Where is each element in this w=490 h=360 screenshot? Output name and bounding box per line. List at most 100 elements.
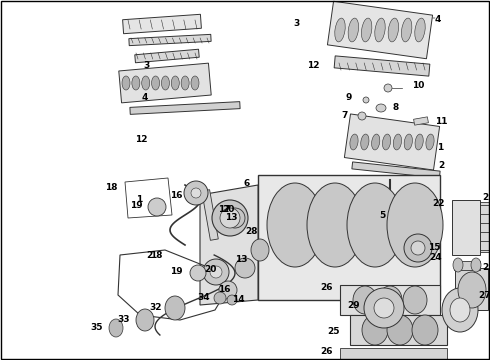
Text: 32: 32 xyxy=(149,303,162,312)
Polygon shape xyxy=(414,117,428,125)
Ellipse shape xyxy=(142,76,150,90)
Ellipse shape xyxy=(387,315,413,345)
Ellipse shape xyxy=(388,18,398,42)
Ellipse shape xyxy=(375,18,385,42)
Ellipse shape xyxy=(203,259,229,285)
Ellipse shape xyxy=(411,241,425,255)
Text: 16: 16 xyxy=(171,190,183,199)
Polygon shape xyxy=(350,315,447,345)
Text: 24: 24 xyxy=(429,253,442,262)
Text: 25: 25 xyxy=(327,328,340,337)
Ellipse shape xyxy=(393,134,401,150)
Ellipse shape xyxy=(364,288,404,328)
Text: 22: 22 xyxy=(433,199,445,208)
Text: 1: 1 xyxy=(136,195,142,204)
Ellipse shape xyxy=(412,315,438,345)
Polygon shape xyxy=(130,102,240,114)
Text: 19: 19 xyxy=(171,267,183,276)
Text: 13: 13 xyxy=(235,256,247,265)
Text: 29: 29 xyxy=(347,301,360,310)
Ellipse shape xyxy=(347,183,403,267)
Ellipse shape xyxy=(225,208,245,228)
Ellipse shape xyxy=(220,208,240,228)
Ellipse shape xyxy=(376,104,386,112)
Text: 35: 35 xyxy=(91,324,103,333)
Ellipse shape xyxy=(184,181,208,205)
Ellipse shape xyxy=(350,134,358,150)
Text: 17: 17 xyxy=(218,206,231,215)
Ellipse shape xyxy=(210,266,222,278)
Ellipse shape xyxy=(404,234,432,262)
Ellipse shape xyxy=(181,76,189,90)
Polygon shape xyxy=(122,14,201,34)
Ellipse shape xyxy=(353,286,377,314)
Ellipse shape xyxy=(378,286,402,314)
Text: 2: 2 xyxy=(438,161,444,170)
Text: 20: 20 xyxy=(204,266,217,274)
Text: 1: 1 xyxy=(437,144,443,153)
Ellipse shape xyxy=(214,292,226,304)
Ellipse shape xyxy=(227,295,237,305)
Text: 18: 18 xyxy=(150,251,163,260)
Text: 20: 20 xyxy=(222,206,234,215)
Text: 34: 34 xyxy=(197,293,210,302)
Text: 9: 9 xyxy=(345,94,352,103)
Text: 14: 14 xyxy=(232,296,245,305)
Ellipse shape xyxy=(384,84,392,92)
Ellipse shape xyxy=(348,18,359,42)
Polygon shape xyxy=(334,56,430,76)
Text: 10: 10 xyxy=(412,81,424,90)
Ellipse shape xyxy=(374,298,394,318)
Ellipse shape xyxy=(415,18,425,42)
Ellipse shape xyxy=(136,309,154,331)
Polygon shape xyxy=(480,202,490,252)
Ellipse shape xyxy=(362,18,372,42)
Ellipse shape xyxy=(358,112,366,120)
Polygon shape xyxy=(327,1,433,59)
Text: 6: 6 xyxy=(244,179,250,188)
Ellipse shape xyxy=(383,134,391,150)
Text: 18: 18 xyxy=(105,184,118,193)
Ellipse shape xyxy=(148,198,166,216)
Ellipse shape xyxy=(403,286,427,314)
Text: 4: 4 xyxy=(142,94,148,103)
Text: 8: 8 xyxy=(392,104,398,112)
Text: 4: 4 xyxy=(435,15,441,24)
Ellipse shape xyxy=(335,18,345,42)
Polygon shape xyxy=(200,185,258,305)
Polygon shape xyxy=(454,261,480,270)
Ellipse shape xyxy=(212,200,248,236)
Polygon shape xyxy=(202,190,218,240)
Polygon shape xyxy=(352,162,440,178)
Text: 15: 15 xyxy=(428,243,441,252)
Ellipse shape xyxy=(251,239,269,261)
Ellipse shape xyxy=(235,258,255,278)
Ellipse shape xyxy=(151,76,160,90)
Ellipse shape xyxy=(458,272,486,308)
Ellipse shape xyxy=(387,183,443,267)
Text: 12: 12 xyxy=(136,135,148,144)
Ellipse shape xyxy=(371,134,380,150)
Text: 5: 5 xyxy=(379,211,385,220)
Text: 3: 3 xyxy=(294,19,300,28)
Polygon shape xyxy=(119,63,211,103)
Polygon shape xyxy=(455,268,488,310)
Polygon shape xyxy=(258,175,440,300)
Ellipse shape xyxy=(267,183,323,267)
Polygon shape xyxy=(340,285,440,315)
Ellipse shape xyxy=(363,97,369,103)
Text: 21: 21 xyxy=(482,194,490,202)
Ellipse shape xyxy=(362,315,388,345)
Ellipse shape xyxy=(191,188,201,198)
Ellipse shape xyxy=(442,288,478,332)
Text: 23: 23 xyxy=(482,264,490,273)
Polygon shape xyxy=(344,114,440,170)
Ellipse shape xyxy=(191,76,199,90)
Ellipse shape xyxy=(404,134,413,150)
Ellipse shape xyxy=(219,281,237,299)
Polygon shape xyxy=(263,181,353,191)
Ellipse shape xyxy=(161,76,170,90)
Text: 26: 26 xyxy=(320,284,333,292)
Polygon shape xyxy=(129,34,211,46)
Ellipse shape xyxy=(109,319,123,337)
